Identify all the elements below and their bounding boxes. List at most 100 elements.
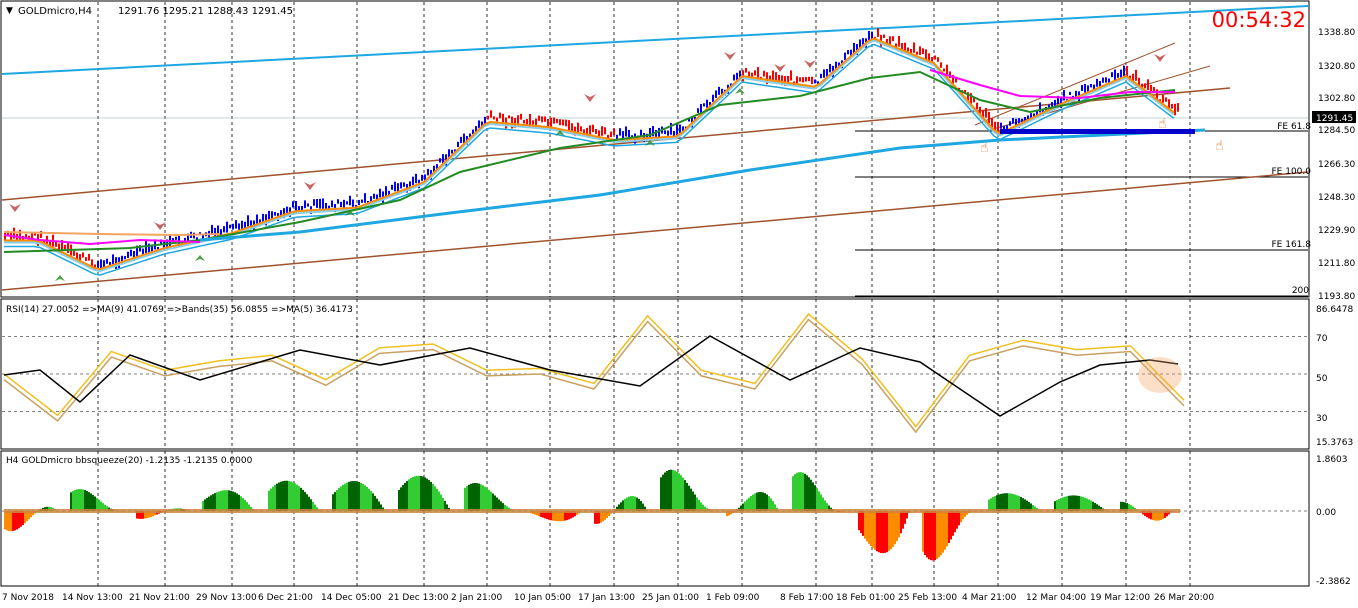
candle bbox=[559, 119, 561, 126]
fib-level-label: FE 61.8 bbox=[1277, 122, 1311, 132]
squeeze-bar bbox=[642, 503, 644, 511]
squeeze-bar bbox=[746, 499, 748, 511]
candle bbox=[283, 208, 285, 219]
candle bbox=[838, 62, 840, 67]
squeeze-bar bbox=[926, 511, 928, 558]
sell-arrow-icon bbox=[584, 94, 596, 102]
squeeze-bar bbox=[922, 511, 924, 552]
squeeze-bar bbox=[478, 483, 480, 511]
price-axis: 1338.80 1320.80 1302.80 1284.50 1266.30 … bbox=[1312, 28, 1356, 302]
candle bbox=[988, 111, 990, 124]
squeeze-bar bbox=[344, 483, 346, 511]
candle bbox=[982, 110, 984, 120]
squeeze-bar bbox=[624, 498, 626, 511]
buy-arrow-icon bbox=[735, 88, 745, 94]
candle bbox=[1000, 122, 1002, 129]
candle bbox=[388, 190, 390, 198]
squeeze-bar bbox=[464, 487, 466, 511]
squeeze-bar bbox=[1124, 502, 1126, 511]
squeeze-bar bbox=[24, 511, 26, 524]
squeeze-bar bbox=[360, 482, 362, 511]
candle bbox=[268, 210, 270, 223]
candle bbox=[1039, 102, 1041, 113]
squeeze-bar bbox=[874, 511, 876, 550]
squeeze-bar bbox=[334, 492, 336, 511]
candle bbox=[808, 76, 810, 82]
candle bbox=[241, 220, 243, 232]
squeeze-bar bbox=[1080, 496, 1082, 511]
squeeze-bar bbox=[1146, 511, 1148, 518]
squeeze-bar bbox=[860, 511, 862, 534]
squeeze-bar bbox=[314, 504, 316, 511]
squeeze-bar bbox=[280, 481, 282, 511]
squeeze-bar bbox=[1158, 511, 1160, 521]
hand-pointer-icon: ☝ bbox=[1215, 138, 1224, 154]
squeeze-bar bbox=[30, 511, 32, 518]
squeeze-bar bbox=[958, 511, 960, 526]
candle bbox=[610, 131, 612, 138]
squeeze-bar bbox=[142, 511, 144, 519]
time-tick: 10 Jan 05:00 bbox=[514, 593, 571, 603]
squeeze-bar bbox=[538, 511, 540, 517]
squeeze-bar bbox=[626, 497, 628, 511]
squeeze-bar bbox=[964, 511, 966, 517]
squeeze-bar bbox=[994, 496, 996, 511]
squeeze-bar bbox=[1058, 499, 1060, 511]
squeeze-bar bbox=[596, 511, 598, 524]
candle bbox=[229, 224, 231, 229]
candle bbox=[940, 62, 942, 68]
candle bbox=[715, 90, 717, 98]
squeeze-bar bbox=[644, 506, 646, 511]
candle bbox=[1012, 117, 1014, 124]
squeeze-bar bbox=[996, 495, 998, 511]
candle bbox=[937, 57, 939, 62]
squeeze-bar bbox=[1160, 511, 1162, 520]
squeeze-bar bbox=[244, 500, 246, 511]
candle bbox=[1147, 79, 1149, 91]
squeeze-panel[interactable] bbox=[0, 450, 1310, 587]
candle bbox=[889, 36, 891, 48]
squeeze-bar bbox=[682, 477, 684, 511]
magenta-ma-left bbox=[3, 234, 201, 246]
squeeze-bar bbox=[476, 483, 478, 511]
squeeze-bar bbox=[894, 511, 896, 545]
squeeze-bar bbox=[506, 506, 508, 511]
time-tick: 17 Jan 13:00 bbox=[578, 593, 635, 603]
candle bbox=[64, 244, 66, 252]
candle bbox=[403, 182, 405, 187]
main-panel[interactable] bbox=[0, 0, 1310, 298]
candle bbox=[460, 136, 462, 144]
squeeze-bar bbox=[548, 511, 550, 520]
squeeze-bar bbox=[230, 490, 232, 511]
candle bbox=[1015, 118, 1017, 129]
squeeze-bar bbox=[1028, 502, 1030, 511]
squeeze-bar bbox=[284, 480, 286, 511]
squeeze-bar bbox=[1122, 501, 1124, 511]
squeeze-bar bbox=[670, 469, 672, 511]
candle bbox=[1093, 84, 1095, 93]
candle bbox=[1123, 65, 1125, 78]
candle bbox=[31, 233, 33, 241]
candle bbox=[298, 206, 300, 211]
squeeze-bar bbox=[214, 493, 216, 511]
squeeze-bar bbox=[880, 511, 882, 553]
candle bbox=[529, 113, 531, 126]
squeeze-bar bbox=[1004, 493, 1006, 511]
squeeze-bar bbox=[1098, 505, 1100, 511]
candle bbox=[1102, 77, 1104, 83]
squeeze-bar bbox=[1024, 499, 1026, 511]
candle bbox=[625, 126, 627, 137]
squeeze-bar bbox=[362, 483, 364, 511]
candle bbox=[619, 128, 621, 136]
candle bbox=[712, 94, 714, 102]
candle bbox=[829, 63, 831, 73]
squeeze-bar bbox=[674, 470, 676, 511]
squeeze-bar bbox=[18, 511, 20, 529]
candle bbox=[535, 118, 537, 129]
candle bbox=[1027, 115, 1029, 123]
candle bbox=[448, 149, 450, 161]
candle bbox=[217, 225, 219, 237]
squeeze-bar bbox=[1002, 493, 1004, 511]
squeeze-bar bbox=[22, 511, 24, 526]
